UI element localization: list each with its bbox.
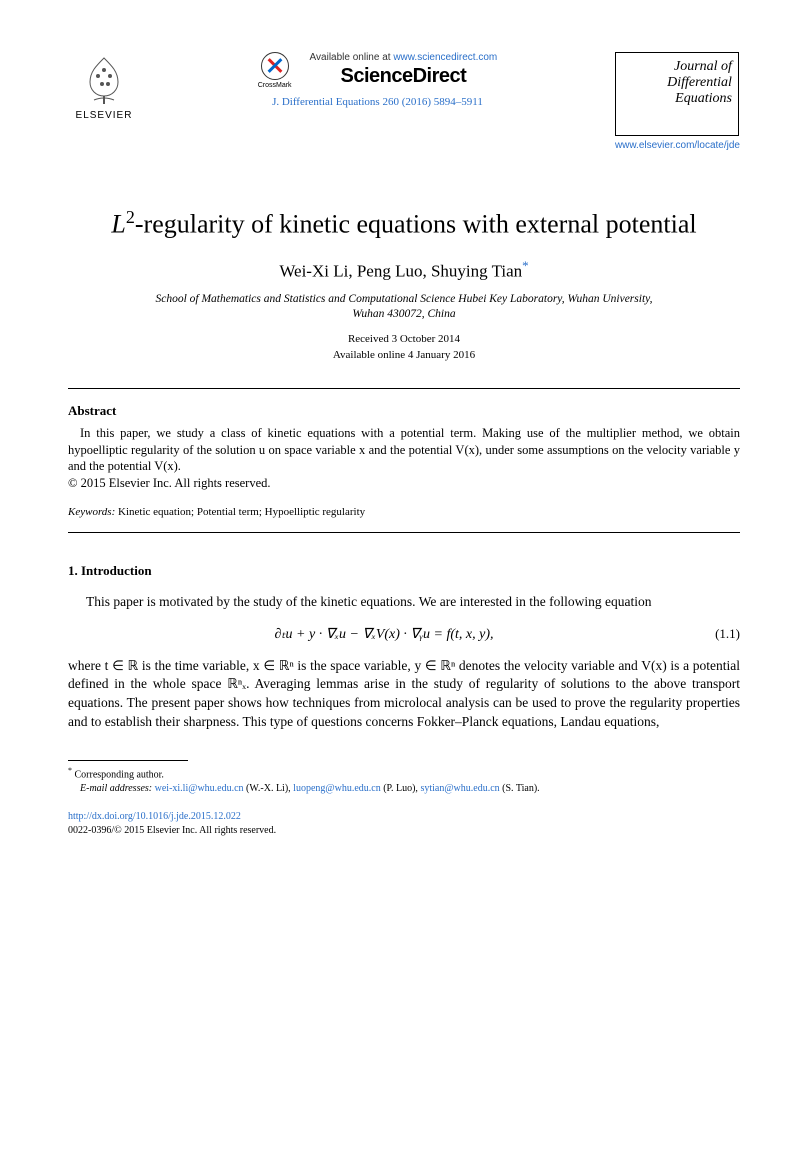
author-1: Wei-Xi Li	[279, 262, 348, 281]
abstract-block: Abstract In this paper, we study a class…	[68, 403, 740, 493]
paper-title: L2-regularity of kinetic equations with …	[68, 207, 740, 240]
crossmark-icon	[261, 52, 289, 80]
header-center: CrossMark Available online at www.scienc…	[140, 52, 615, 108]
abstract-text: In this paper, we study a class of kinet…	[68, 425, 740, 493]
rule-bottom	[68, 532, 740, 533]
footnotes: * Corresponding author. E-mail addresses…	[68, 765, 740, 796]
available-url-link[interactable]: www.sciencedirect.com	[393, 52, 497, 63]
author-2: Peng Luo	[357, 262, 423, 281]
title-sup: 2	[126, 207, 135, 227]
abstract-body: In this paper, we study a class of kinet…	[68, 425, 740, 476]
footnote-rule	[68, 760, 188, 761]
abstract-copyright: © 2015 Elsevier Inc. All rights reserved…	[68, 476, 271, 490]
abstract-heading: Abstract	[68, 403, 740, 419]
email-3[interactable]: sytian@whu.edu.cn	[420, 783, 499, 794]
locate-link[interactable]: www.elsevier.com/locate/jde	[615, 140, 740, 151]
keywords-text: Kinetic equation; Potential term; Hypoel…	[115, 506, 365, 518]
section-1-heading: 1. Introduction	[68, 563, 740, 579]
journal-cover-block: Journal of Differential Equations www.el…	[615, 52, 740, 151]
author-3: Shuying Tian	[431, 262, 522, 281]
header: ELSEVIER CrossMark Available online at w…	[68, 52, 740, 151]
affiliation-l2: Wuhan 430072, China	[352, 308, 455, 320]
elsevier-logo: ELSEVIER	[68, 52, 140, 121]
equation-number: (1.1)	[700, 626, 740, 642]
email-2[interactable]: luopeng@whu.edu.cn	[293, 783, 381, 794]
keywords-label: Keywords:	[68, 506, 115, 518]
journal-cover-l1: Journal of	[622, 59, 732, 75]
elsevier-label: ELSEVIER	[76, 110, 133, 121]
corr-star[interactable]: *	[522, 258, 529, 273]
journal-cover: Journal of Differential Equations	[615, 52, 739, 136]
elsevier-tree-icon	[76, 52, 132, 108]
issn-copyright: 0022-0396/© 2015 Elsevier Inc. All right…	[68, 825, 276, 836]
journal-reference[interactable]: J. Differential Equations 260 (2016) 589…	[148, 96, 607, 108]
title-rest: -regularity of kinetic equations with ex…	[135, 210, 697, 239]
affiliation-l1: School of Mathematics and Statistics and…	[155, 293, 652, 305]
available-prefix: Available online at	[310, 52, 394, 63]
rule-top	[68, 388, 740, 389]
journal-cover-l3: Equations	[622, 91, 732, 107]
available-sd-block: Available online at www.sciencedirect.co…	[310, 52, 498, 96]
equation-1-1: ∂ₜu + y · ∇ₓu − ∇ₓV(x) · ∇ᵧu = f(t, x, y…	[68, 626, 700, 643]
corr-footnote: * Corresponding author.	[68, 765, 740, 782]
doi-link[interactable]: http://dx.doi.org/10.1016/j.jde.2015.12.…	[68, 811, 241, 822]
corr-author-text: Corresponding author.	[75, 769, 164, 780]
paper-page: ELSEVIER CrossMark Available online at w…	[0, 0, 808, 878]
email-label: E-mail addresses:	[80, 783, 152, 794]
dates: Received 3 October 2014 Available online…	[68, 331, 740, 364]
online-date: Available online 4 January 2016	[68, 347, 740, 364]
email-footnote: E-mail addresses: wei-xi.li@whu.edu.cn (…	[68, 782, 740, 796]
intro-p2: where t ∈ ℝ is the time variable, x ∈ ℝⁿ…	[68, 657, 740, 733]
sciencedirect-logo: ScienceDirect	[310, 65, 498, 88]
footnote-star: *	[68, 766, 72, 775]
received-date: Received 3 October 2014	[68, 331, 740, 348]
authors: Wei-Xi Li, Peng Luo, Shuying Tian*	[68, 258, 740, 282]
intro-p1: This paper is motivated by the study of …	[68, 593, 740, 612]
crossmark-badge[interactable]: CrossMark	[258, 52, 292, 89]
equation-row: ∂ₜu + y · ∇ₓu − ∇ₓV(x) · ∇ᵧu = f(t, x, y…	[68, 626, 740, 643]
doi-block: http://dx.doi.org/10.1016/j.jde.2015.12.…	[68, 810, 740, 838]
affiliation: School of Mathematics and Statistics and…	[68, 292, 740, 323]
journal-cover-l2: Differential	[622, 75, 732, 91]
keywords: Keywords: Kinetic equation; Potential te…	[68, 506, 740, 518]
email-1[interactable]: wei-xi.li@whu.edu.cn	[155, 783, 244, 794]
title-L: L	[111, 210, 125, 239]
available-online: Available online at www.sciencedirect.co…	[310, 52, 498, 63]
crossmark-label: CrossMark	[258, 82, 292, 89]
